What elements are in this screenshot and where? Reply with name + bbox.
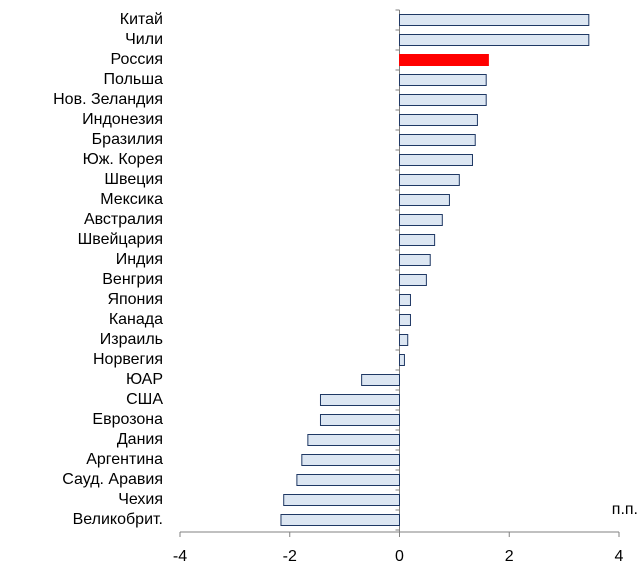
y-tick-label: Бразилия <box>92 131 163 148</box>
bar <box>361 374 401 386</box>
bar <box>399 54 489 66</box>
bar <box>399 154 473 166</box>
bar <box>283 494 400 506</box>
bar <box>399 314 411 326</box>
x-tick-label: -4 <box>173 548 187 565</box>
bar <box>319 414 401 426</box>
bar <box>399 194 450 206</box>
y-tick-label: Канада <box>109 311 163 328</box>
y-tick-label: Швеция <box>104 171 163 188</box>
y-tick-label: Китай <box>120 11 163 28</box>
y-tick-label: Великобрит. <box>73 511 163 528</box>
bar <box>301 454 401 466</box>
y-tick-label: ЮАР <box>126 371 163 388</box>
bar <box>399 234 436 246</box>
y-tick-label: Норвегия <box>93 351 163 368</box>
bar <box>399 114 478 126</box>
x-tick-label: 0 <box>395 548 404 565</box>
y-tick-label: Аргентина <box>86 451 163 468</box>
x-tick-label: 4 <box>615 548 624 565</box>
y-tick-label: Чили <box>125 31 163 48</box>
y-tick-label: Юж. Корея <box>83 151 163 168</box>
bar <box>307 434 401 446</box>
y-tick-label: Нов. Зеландия <box>53 91 163 108</box>
y-tick-label: Чехия <box>118 491 163 508</box>
bar <box>399 254 431 266</box>
bar <box>296 474 401 486</box>
x-tick-label: -2 <box>283 548 297 565</box>
y-tick-label: Швейцария <box>78 231 163 248</box>
y-tick-label: Еврозона <box>92 411 163 428</box>
bar <box>399 34 590 46</box>
bar <box>399 294 411 306</box>
y-tick-label: США <box>126 391 163 408</box>
bar <box>319 394 401 406</box>
bar <box>399 354 405 366</box>
y-tick-label: Венгрия <box>102 271 163 288</box>
bar <box>399 134 476 146</box>
y-tick-label: Япония <box>107 291 163 308</box>
bar <box>399 14 590 26</box>
bar <box>399 334 409 346</box>
y-tick-label: Израиль <box>100 331 163 348</box>
y-tick-label: Россия <box>111 51 163 68</box>
y-tick-label: Сауд. Аравия <box>62 471 163 488</box>
x-axis-label: п.п. <box>612 501 638 518</box>
y-tick-label: Польша <box>104 71 164 88</box>
bar <box>399 214 443 226</box>
y-tick-label: Австралия <box>84 211 163 228</box>
bar <box>399 94 487 106</box>
bar <box>280 514 400 526</box>
bar <box>399 274 427 286</box>
y-tick-label: Дания <box>117 431 163 448</box>
y-tick-label: Индонезия <box>82 111 163 128</box>
y-tick-label: Индия <box>116 251 163 268</box>
bar <box>399 74 487 86</box>
x-tick-label: 2 <box>505 548 514 565</box>
y-tick-label: Мексика <box>100 191 163 208</box>
bar <box>399 174 460 186</box>
